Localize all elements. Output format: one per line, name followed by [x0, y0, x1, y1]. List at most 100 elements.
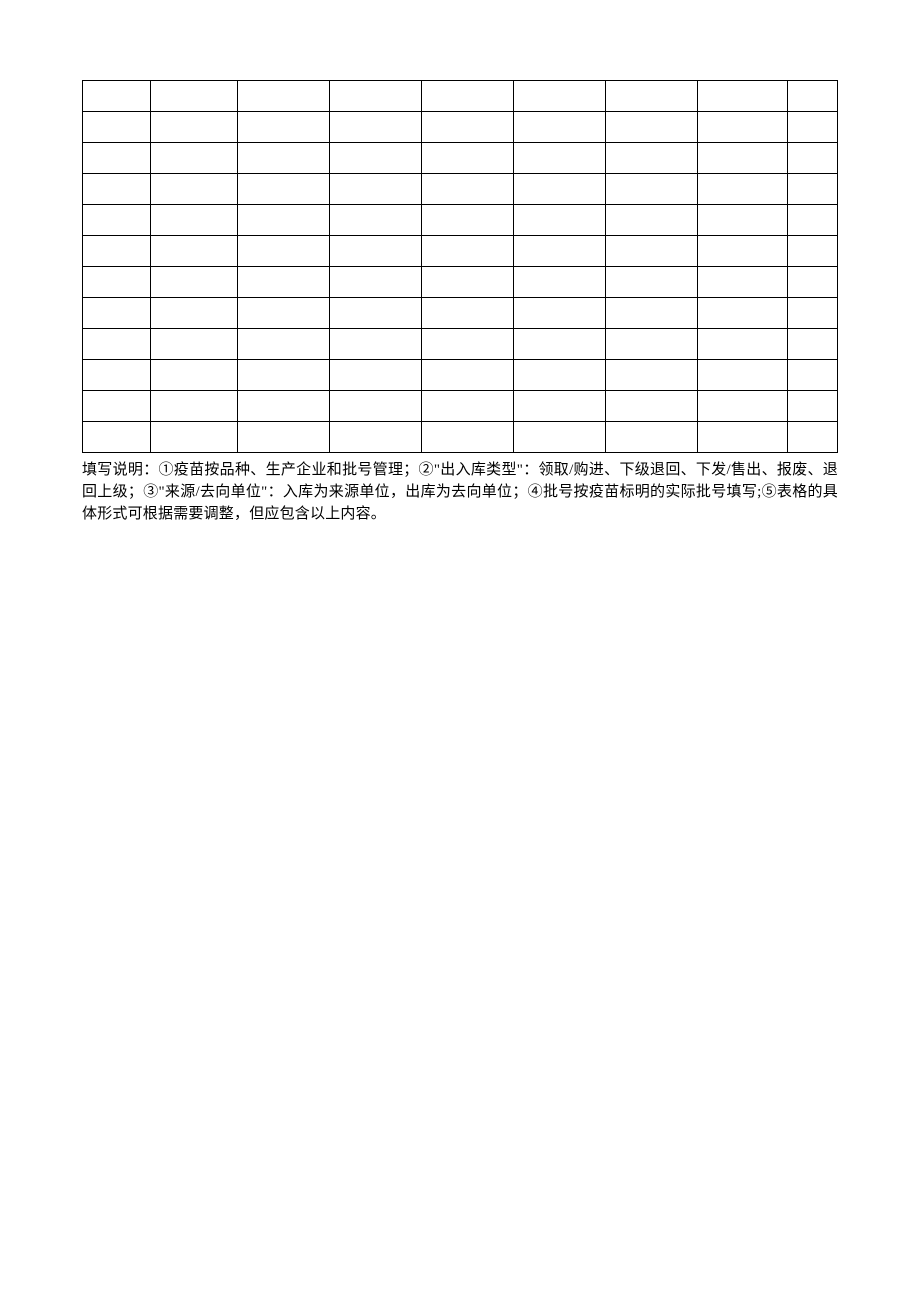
table-cell: [237, 422, 329, 453]
table-cell: [697, 298, 788, 329]
table-cell: [606, 112, 697, 143]
table-cell: [421, 81, 513, 112]
table-cell: [514, 236, 606, 267]
table-cell: [83, 360, 151, 391]
table-cell: [697, 236, 788, 267]
table-cell: [606, 298, 697, 329]
table-cell: [150, 112, 237, 143]
table-cell: [83, 174, 151, 205]
table-cell: [606, 329, 697, 360]
table-cell: [788, 112, 838, 143]
table-row: [83, 391, 838, 422]
table-cell: [606, 174, 697, 205]
table-cell: [150, 236, 237, 267]
table-cell: [150, 298, 237, 329]
table-cell: [697, 422, 788, 453]
data-grid-table: [82, 80, 838, 453]
filling-instructions: 填写说明：①疫苗按品种、生产企业和批号管理；②"出入库类型"：领取/购进、下级退…: [82, 459, 838, 525]
table-cell: [83, 81, 151, 112]
table-cell: [788, 422, 838, 453]
table-row: [83, 205, 838, 236]
table-row: [83, 298, 838, 329]
table-cell: [606, 422, 697, 453]
table-row: [83, 267, 838, 298]
table-cell: [788, 81, 838, 112]
table-cell: [421, 112, 513, 143]
table-cell: [514, 267, 606, 298]
table-cell: [237, 267, 329, 298]
table-cell: [237, 360, 329, 391]
table-cell: [788, 174, 838, 205]
table-cell: [329, 360, 421, 391]
table-cell: [514, 205, 606, 236]
table-cell: [329, 236, 421, 267]
table-cell: [329, 174, 421, 205]
table-cell: [788, 298, 838, 329]
table-cell: [83, 205, 151, 236]
table-cell: [83, 298, 151, 329]
table-row: [83, 360, 838, 391]
table-cell: [237, 81, 329, 112]
table-cell: [237, 174, 329, 205]
table-cell: [421, 329, 513, 360]
table-cell: [606, 236, 697, 267]
table-cell: [329, 81, 421, 112]
table-cell: [697, 391, 788, 422]
table-cell: [514, 112, 606, 143]
table-cell: [237, 112, 329, 143]
table-cell: [697, 267, 788, 298]
table-cell: [788, 360, 838, 391]
table-cell: [150, 205, 237, 236]
table-cell: [83, 143, 151, 174]
table-cell: [83, 267, 151, 298]
table-cell: [514, 360, 606, 391]
table-cell: [150, 360, 237, 391]
table-cell: [788, 143, 838, 174]
table-cell: [788, 391, 838, 422]
table-cell: [150, 81, 237, 112]
table-cell: [697, 205, 788, 236]
table-cell: [83, 236, 151, 267]
table-cell: [83, 112, 151, 143]
table-cell: [329, 329, 421, 360]
table-cell: [697, 143, 788, 174]
table-cell: [421, 143, 513, 174]
table-cell: [421, 174, 513, 205]
table-cell: [83, 391, 151, 422]
table-row: [83, 174, 838, 205]
table-cell: [329, 112, 421, 143]
table-row: [83, 112, 838, 143]
table-cell: [237, 329, 329, 360]
table-row: [83, 143, 838, 174]
table-cell: [421, 236, 513, 267]
table-cell: [514, 391, 606, 422]
table-cell: [697, 112, 788, 143]
table-cell: [237, 298, 329, 329]
table-cell: [83, 329, 151, 360]
table-cell: [150, 143, 237, 174]
table-cell: [514, 174, 606, 205]
table-cell: [788, 236, 838, 267]
table-cell: [150, 329, 237, 360]
table-row: [83, 236, 838, 267]
table-cell: [421, 360, 513, 391]
table-cell: [329, 267, 421, 298]
table-cell: [606, 267, 697, 298]
table-cell: [329, 422, 421, 453]
table-cell: [788, 205, 838, 236]
table-cell: [150, 422, 237, 453]
table-cell: [514, 298, 606, 329]
table-cell: [150, 391, 237, 422]
table-body: [83, 81, 838, 453]
table-cell: [237, 391, 329, 422]
table-cell: [237, 205, 329, 236]
table-cell: [329, 143, 421, 174]
table-row: [83, 81, 838, 112]
table-cell: [421, 391, 513, 422]
table-cell: [237, 236, 329, 267]
table-cell: [237, 143, 329, 174]
table-cell: [606, 360, 697, 391]
table-cell: [150, 174, 237, 205]
table-cell: [514, 422, 606, 453]
table-cell: [697, 329, 788, 360]
